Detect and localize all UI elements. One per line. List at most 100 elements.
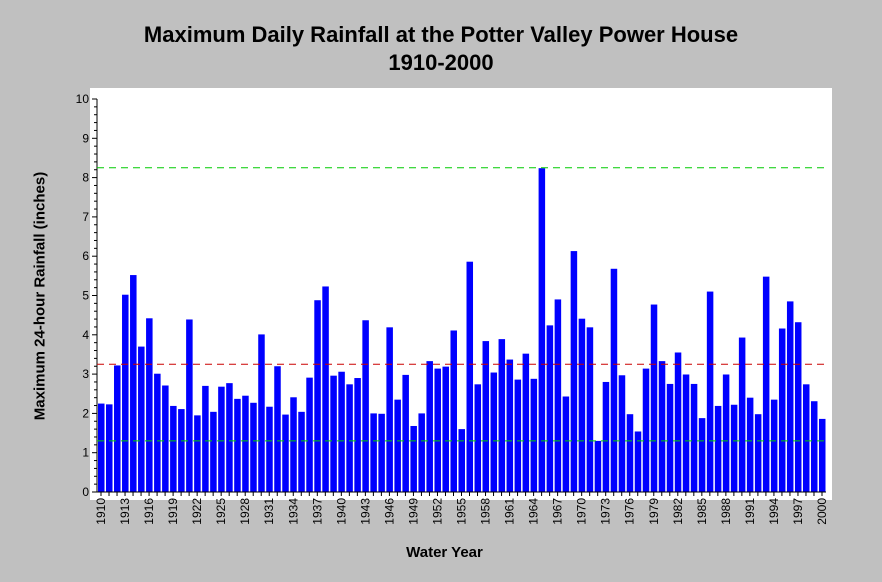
bar-1990 (738, 337, 746, 492)
bar-1958 (482, 341, 490, 492)
bar-1983 (682, 374, 690, 492)
chart-title: Maximum Daily Rainfall at the Potter Val… (143, 22, 739, 47)
bar-1916 (146, 318, 153, 492)
bar-1938 (322, 286, 329, 492)
bar-1968 (562, 396, 570, 492)
bar-1973 (602, 381, 610, 492)
x-tick-label: 1925 (214, 498, 228, 525)
bar-1989 (730, 404, 738, 492)
bar-1912 (114, 365, 121, 492)
y-tick-label: 7 (82, 210, 89, 224)
bar-1996 (786, 301, 794, 492)
bar-1928 (242, 395, 249, 492)
bar-1959 (490, 372, 498, 492)
x-tick-label: 1970 (575, 498, 589, 525)
bar-1945 (378, 413, 385, 492)
x-tick-label: 1937 (310, 498, 324, 525)
bar-1949 (410, 425, 417, 492)
bar-1979 (650, 304, 658, 492)
bar-1919 (170, 405, 177, 492)
bar-1984 (690, 383, 698, 492)
bar-1964 (530, 378, 538, 492)
bar-1932 (274, 366, 281, 492)
x-tick-label: 1958 (479, 498, 493, 525)
x-tick-label: 1973 (599, 498, 613, 525)
bar-1920 (178, 409, 185, 492)
y-tick-label: 0 (82, 485, 89, 499)
bar-1918 (162, 385, 169, 492)
bar-1944 (370, 413, 377, 492)
x-tick-label: 1991 (743, 498, 757, 525)
bar-1967 (554, 299, 562, 492)
y-tick-label: 1 (82, 446, 89, 460)
bar-1951 (426, 361, 433, 492)
y-tick-label: 5 (82, 289, 89, 303)
x-tick-label: 1916 (142, 498, 156, 525)
bar-1972 (594, 440, 602, 492)
bar-1974 (610, 268, 618, 492)
y-tick-label: 6 (82, 249, 89, 263)
x-tick-label: 1982 (671, 498, 685, 525)
x-tick-label: 1979 (647, 498, 661, 525)
bar-1940 (338, 371, 345, 492)
bar-1978 (642, 368, 650, 492)
bar-1927 (234, 398, 241, 492)
x-tick-label: 1928 (238, 498, 252, 525)
bar-1985 (698, 418, 706, 492)
x-tick-label: 1943 (358, 498, 372, 525)
bar-1917 (154, 373, 161, 492)
bar-1963 (522, 353, 530, 492)
bar-1934 (290, 397, 297, 492)
y-tick-label: 10 (76, 92, 90, 106)
y-tick-label: 4 (82, 328, 89, 342)
x-tick-label: 1988 (719, 498, 733, 525)
bar-1966 (546, 325, 554, 492)
bar-1987 (714, 405, 722, 492)
bar-1986 (706, 291, 714, 492)
bar-1936 (306, 377, 313, 492)
bar-2000 (818, 418, 826, 492)
x-tick-label: 1913 (118, 498, 132, 525)
x-tick-label: 1994 (767, 498, 781, 525)
bar-1952 (434, 368, 441, 492)
bar-1993 (762, 276, 770, 492)
bar-1994 (770, 399, 778, 492)
bar-1939 (330, 375, 337, 492)
bar-1955 (458, 429, 465, 492)
bar-1929 (250, 402, 257, 492)
x-tick-label: 1931 (262, 498, 276, 525)
bar-1941 (346, 384, 353, 492)
bar-1956 (466, 261, 474, 492)
bar-1953 (442, 366, 449, 492)
bar-1971 (586, 327, 594, 492)
bar-1957 (474, 384, 482, 492)
x-tick-label: 1952 (430, 498, 444, 525)
y-tick-label: 9 (82, 131, 89, 145)
bar-1970 (578, 318, 586, 492)
bar-1946 (386, 327, 393, 492)
y-tick-label: 3 (82, 367, 89, 381)
chart-subtitle: 1910-2000 (388, 50, 494, 75)
bar-1923 (202, 385, 209, 492)
x-tick-label: 1910 (94, 498, 108, 525)
bar-1999 (810, 401, 818, 492)
bar-1925 (218, 386, 225, 492)
bars (98, 168, 826, 493)
bar-1933 (282, 414, 289, 492)
bar-1981 (666, 383, 674, 492)
bar-1980 (658, 361, 666, 492)
bar-1915 (138, 346, 145, 492)
x-tick-label: 1919 (166, 498, 180, 525)
x-tick-label: 1922 (190, 498, 204, 525)
x-tick-label: 1940 (334, 498, 348, 525)
x-tick-label: 1934 (286, 498, 300, 525)
bar-1976 (626, 414, 634, 492)
x-tick-label: 1955 (455, 498, 469, 525)
x-tick-label: 1946 (382, 498, 396, 525)
bar-1969 (570, 251, 578, 492)
bar-1930 (258, 334, 265, 492)
bar-1961 (506, 359, 514, 492)
x-tick-label: 1949 (406, 498, 420, 525)
bar-1914 (130, 275, 137, 492)
